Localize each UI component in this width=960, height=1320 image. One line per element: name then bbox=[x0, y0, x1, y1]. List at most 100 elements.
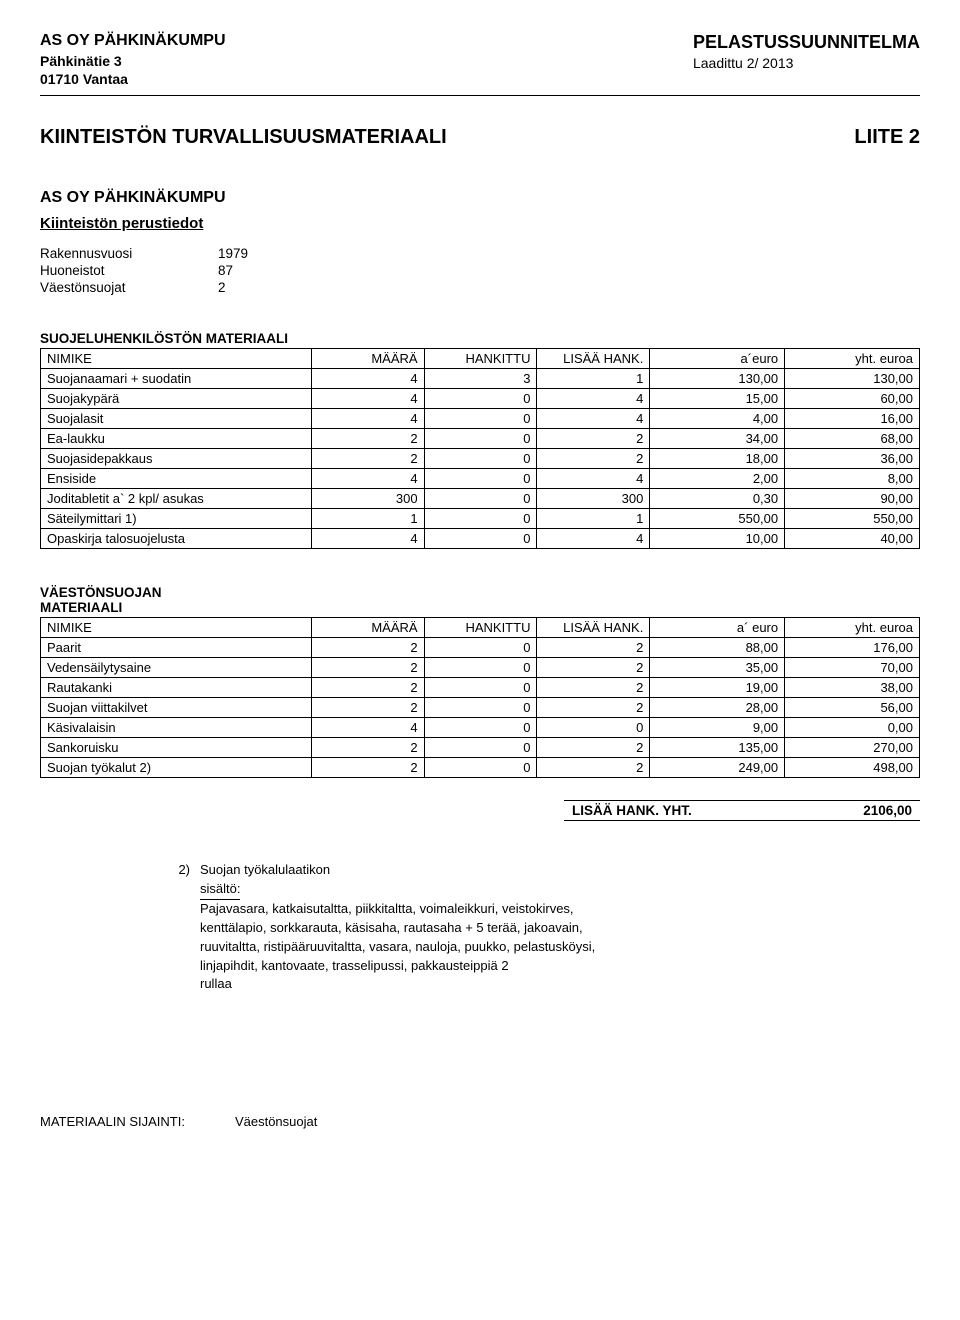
col-aeuro: a´ euro bbox=[650, 618, 785, 638]
table-row: Paarit20288,00176,00 bbox=[41, 638, 920, 658]
toolbox-line: Pajavasara, katkaisutaltta, piikkitaltta… bbox=[200, 900, 730, 919]
table-cell: 0 bbox=[424, 409, 537, 429]
table-cell: 498,00 bbox=[785, 758, 920, 778]
table-cell: 0,00 bbox=[785, 718, 920, 738]
summary-label: LISÄÄ HANK. YHT. bbox=[564, 800, 800, 821]
table-cell: 18,00 bbox=[650, 449, 785, 469]
table-cell: 130,00 bbox=[650, 369, 785, 389]
summary-row: LISÄÄ HANK. YHT. 2106,00 bbox=[40, 800, 920, 821]
kv-val: 1979 bbox=[218, 246, 248, 261]
table-cell: Säteilymittari 1) bbox=[41, 509, 312, 529]
table-cell: 40,00 bbox=[785, 529, 920, 549]
table-vaestonsuoja: NIMIKE MÄÄRÄ HANKITTU LISÄÄ HANK. a´ eur… bbox=[40, 617, 920, 778]
col-lisaa: LISÄÄ HANK. bbox=[537, 349, 650, 369]
table-row: Sankoruisku202135,00270,00 bbox=[41, 738, 920, 758]
table-cell: 2 bbox=[311, 449, 424, 469]
table-cell: 36,00 bbox=[785, 449, 920, 469]
table-cell: 10,00 bbox=[650, 529, 785, 549]
table-cell: 0 bbox=[424, 758, 537, 778]
table-row: Joditabletit a` 2 kpl/ asukas30003000,30… bbox=[41, 489, 920, 509]
table-row: Ea-laukku20234,0068,00 bbox=[41, 429, 920, 449]
kv-key: Huoneistot bbox=[40, 263, 200, 278]
toolbox-label-2: sisältö: bbox=[200, 880, 240, 900]
table-row: Suojakypärä40415,0060,00 bbox=[41, 389, 920, 409]
table-cell: 2 bbox=[537, 738, 650, 758]
table1-block: SUOJELUHENKILÖSTÖN MATERIAALI NIMIKE MÄÄ… bbox=[40, 331, 920, 549]
table-cell: Suojanaamari + suodatin bbox=[41, 369, 312, 389]
header-right: PELASTUSSUUNNITELMA Laadittu 2/ 2013 bbox=[693, 30, 920, 89]
table-cell: 135,00 bbox=[650, 738, 785, 758]
company-name-2: AS OY PÄHKINÄKUMPU bbox=[40, 189, 920, 207]
footer-label: MATERIAALIN SIJAINTI: bbox=[40, 1114, 185, 1129]
table-cell: 130,00 bbox=[785, 369, 920, 389]
table-cell: 2 bbox=[537, 698, 650, 718]
table-cell: 1 bbox=[537, 509, 650, 529]
table-row: Suojalasit4044,0016,00 bbox=[41, 409, 920, 429]
table-cell: 70,00 bbox=[785, 658, 920, 678]
table-cell: 0 bbox=[424, 469, 537, 489]
table-cell: 0 bbox=[424, 389, 537, 409]
table-row: Ensiside4042,008,00 bbox=[41, 469, 920, 489]
kv-key: Rakennusvuosi bbox=[40, 246, 200, 261]
table-cell: 550,00 bbox=[650, 509, 785, 529]
col-maara: MÄÄRÄ bbox=[311, 349, 424, 369]
col-yht: yht. euroa bbox=[785, 349, 920, 369]
col-maara: MÄÄRÄ bbox=[311, 618, 424, 638]
table-cell: 19,00 bbox=[650, 678, 785, 698]
table-cell: Käsivalaisin bbox=[41, 718, 312, 738]
toolbox-lead: 2) Suojan työkalulaatikon sisältö: bbox=[170, 861, 730, 900]
toolbox-line: ruuvitaltta, ristipääruuvitaltta, vasara… bbox=[200, 938, 730, 957]
kv-row: Huoneistot87 bbox=[40, 263, 920, 278]
table-cell: Paarit bbox=[41, 638, 312, 658]
table-cell: 0 bbox=[424, 698, 537, 718]
table-cell: 4 bbox=[537, 409, 650, 429]
toolbox-line: kenttälapio, sorkkarauta, käsisaha, raut… bbox=[200, 919, 730, 938]
table-row: Opaskirja talosuojelusta40410,0040,00 bbox=[41, 529, 920, 549]
doc-subtitle: Laadittu 2/ 2013 bbox=[693, 54, 920, 73]
toolbox-line: rullaa bbox=[200, 975, 730, 994]
table-row: Suojanaamari + suodatin431130,00130,00 bbox=[41, 369, 920, 389]
table-cell: Joditabletit a` 2 kpl/ asukas bbox=[41, 489, 312, 509]
table-row: Suojan viittakilvet20228,0056,00 bbox=[41, 698, 920, 718]
table-cell: 270,00 bbox=[785, 738, 920, 758]
table-cell: 4 bbox=[311, 409, 424, 429]
table-cell: 4 bbox=[311, 529, 424, 549]
table-cell: 4 bbox=[537, 469, 650, 489]
table-cell: 0 bbox=[424, 738, 537, 758]
kv-val: 2 bbox=[218, 280, 226, 295]
col-yht: yht. euroa bbox=[785, 618, 920, 638]
table-cell: 176,00 bbox=[785, 638, 920, 658]
table-row: Rautakanki20219,0038,00 bbox=[41, 678, 920, 698]
kv-row: Väestönsuojat2 bbox=[40, 280, 920, 295]
section-title-row: KIINTEISTÖN TURVALLISUUSMATERIAALI LIITE… bbox=[40, 126, 920, 149]
table-row: Käsivalaisin4009,000,00 bbox=[41, 718, 920, 738]
perustiedot-heading: Kiinteistön perustiedot bbox=[40, 215, 203, 232]
table-cell: 0 bbox=[424, 509, 537, 529]
table-cell: 2 bbox=[311, 429, 424, 449]
doc-header: AS OY PÄHKINÄKUMPU Pähkinätie 3 01710 Va… bbox=[40, 30, 920, 89]
table-cell: 2,00 bbox=[650, 469, 785, 489]
table-cell: 2 bbox=[311, 658, 424, 678]
table-cell: 0,30 bbox=[650, 489, 785, 509]
perustiedot-block: AS OY PÄHKINÄKUMPU Kiinteistön perustied… bbox=[40, 189, 920, 295]
table-cell: 300 bbox=[311, 489, 424, 509]
col-nimike: NIMIKE bbox=[41, 618, 312, 638]
footer: MATERIAALIN SIJAINTI: Väestönsuojat bbox=[40, 1114, 920, 1129]
table-header-row: NIMIKE MÄÄRÄ HANKITTU LISÄÄ HANK. a´ eur… bbox=[41, 618, 920, 638]
table-cell: 0 bbox=[424, 658, 537, 678]
table-cell: 34,00 bbox=[650, 429, 785, 449]
toolbox-num: 2) bbox=[170, 861, 190, 900]
table-cell: 2 bbox=[537, 429, 650, 449]
table-cell: Suojakypärä bbox=[41, 389, 312, 409]
table-cell: Ea-laukku bbox=[41, 429, 312, 449]
table-cell: Sankoruisku bbox=[41, 738, 312, 758]
table-cell: 4 bbox=[311, 718, 424, 738]
divider bbox=[40, 95, 920, 96]
table-row: Vedensäilytysaine20235,0070,00 bbox=[41, 658, 920, 678]
table-cell: Rautakanki bbox=[41, 678, 312, 698]
table-cell: Suojasidepakkaus bbox=[41, 449, 312, 469]
address-line-2: 01710 Vantaa bbox=[40, 70, 226, 89]
table-cell: 2 bbox=[537, 638, 650, 658]
table-cell: 300 bbox=[537, 489, 650, 509]
table-cell: Ensiside bbox=[41, 469, 312, 489]
